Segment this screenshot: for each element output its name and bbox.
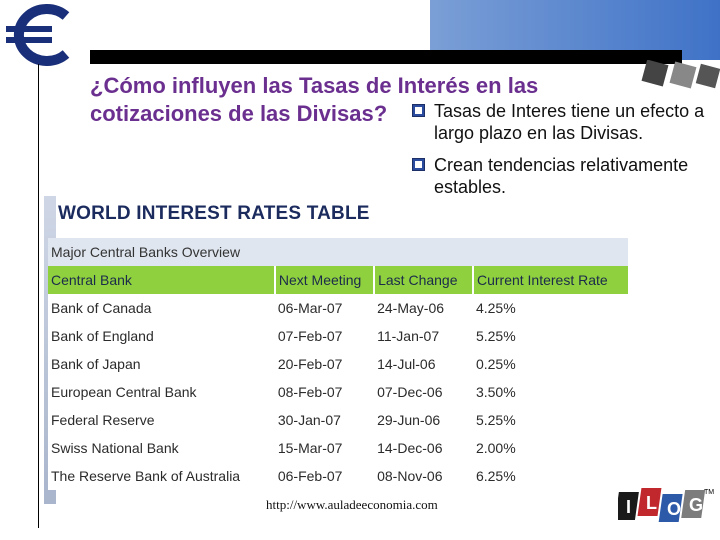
svg-text:I: I bbox=[626, 497, 631, 517]
next-meeting-cell: 15-Mar-07 bbox=[274, 434, 375, 462]
bullet-item: Tasas de Interes tiene un efecto a largo… bbox=[406, 100, 716, 144]
next-meeting-cell: 30-Jan-07 bbox=[274, 406, 375, 434]
table-row: Bank of Canada 06-Mar-07 24-May-06 4.25% bbox=[48, 294, 628, 322]
bullet-list: Tasas de Interes tiene un efecto a largo… bbox=[406, 100, 716, 208]
rate-cell: 5.25% bbox=[472, 406, 628, 434]
table-row: Swiss National Bank 15-Mar-07 14-Dec-06 … bbox=[48, 434, 628, 462]
decorative-squares bbox=[641, 60, 720, 89]
euro-sign-icon bbox=[6, 4, 70, 66]
svg-text:L: L bbox=[646, 493, 657, 513]
column-header: Last Change bbox=[373, 266, 473, 294]
bank-name-cell: European Central Bank bbox=[48, 378, 275, 406]
bullet-text: Tasas de Interes tiene un efecto a largo… bbox=[434, 101, 705, 143]
rate-cell: 3.50% bbox=[472, 378, 628, 406]
interest-rates-table: Major Central Banks Overview Central Ban… bbox=[48, 238, 628, 490]
svg-text:G: G bbox=[689, 495, 703, 515]
last-change-cell: 29-Jun-06 bbox=[374, 406, 473, 434]
last-change-cell: 08-Nov-06 bbox=[374, 462, 473, 490]
bank-name-cell: Bank of Japan bbox=[48, 350, 275, 378]
rate-cell: 6.25% bbox=[472, 462, 628, 490]
square-bullet-icon bbox=[412, 104, 425, 117]
bank-name-cell: Swiss National Bank bbox=[48, 434, 275, 462]
table-caption-row: Major Central Banks Overview bbox=[48, 238, 628, 266]
bullet-item: Crean tendencias relativamente estables. bbox=[406, 154, 716, 198]
next-meeting-cell: 07-Feb-07 bbox=[274, 322, 375, 350]
next-meeting-cell: 20-Feb-07 bbox=[274, 350, 375, 378]
bank-name-cell: Bank of England bbox=[48, 322, 275, 350]
rate-cell: 2.00% bbox=[472, 434, 628, 462]
slide-title-line-2: cotizaciones de las Divisas? bbox=[90, 101, 388, 126]
footer-url: http://www.auladeeconomia.com bbox=[266, 497, 438, 512]
bank-name-cell: The Reserve Bank of Australia bbox=[48, 462, 275, 490]
last-change-cell: 14-Dec-06 bbox=[374, 434, 473, 462]
last-change-cell: 14-Jul-06 bbox=[374, 350, 473, 378]
next-meeting-cell: 06-Feb-07 bbox=[274, 462, 375, 490]
column-header: Central Bank bbox=[48, 266, 275, 294]
rate-cell: 0.25% bbox=[472, 350, 628, 378]
table-row: Bank of England 07-Feb-07 11-Jan-07 5.25… bbox=[48, 322, 628, 350]
column-header: Current Interest Rate bbox=[471, 266, 628, 294]
next-meeting-cell: 08-Feb-07 bbox=[274, 378, 375, 406]
bullet-text: Crean tendencias relativamente estables. bbox=[434, 155, 689, 197]
slide-title: ¿Cómo influyen las Tasas de Interés en l… bbox=[90, 72, 650, 128]
ilog-logo: I L O G TM bbox=[618, 488, 714, 522]
last-change-cell: 24-May-06 bbox=[374, 294, 473, 322]
table-row: Bank of Japan 20-Feb-07 14-Jul-06 0.25% bbox=[48, 350, 628, 378]
rate-cell: 5.25% bbox=[472, 322, 628, 350]
table-caption: Major Central Banks Overview bbox=[48, 238, 628, 266]
table-row: European Central Bank 08-Feb-07 07-Dec-0… bbox=[48, 378, 628, 406]
title-bar bbox=[90, 50, 682, 64]
left-rule bbox=[38, 64, 39, 528]
last-change-cell: 07-Dec-06 bbox=[374, 378, 473, 406]
column-header: Next Meeting bbox=[273, 266, 375, 294]
bank-name-cell: Bank of Canada bbox=[48, 294, 275, 322]
svg-text:O: O bbox=[667, 499, 681, 519]
table-header-row: Central Bank Next Meeting Last Change Cu… bbox=[48, 266, 628, 294]
square-bullet-icon bbox=[412, 158, 425, 171]
table-title: WORLD INTEREST RATES TABLE bbox=[58, 203, 370, 224]
bank-name-cell: Federal Reserve bbox=[48, 406, 275, 434]
rate-cell: 4.25% bbox=[472, 294, 628, 322]
table-row: Federal Reserve 30-Jan-07 29-Jun-06 5.25… bbox=[48, 406, 628, 434]
slide-title-line-1: ¿Cómo influyen las Tasas de Interés en l… bbox=[90, 73, 539, 98]
next-meeting-cell: 06-Mar-07 bbox=[274, 294, 375, 322]
table-row: The Reserve Bank of Australia 06-Feb-07 … bbox=[48, 462, 628, 490]
last-change-cell: 11-Jan-07 bbox=[374, 322, 473, 350]
svg-text:TM: TM bbox=[704, 489, 714, 496]
